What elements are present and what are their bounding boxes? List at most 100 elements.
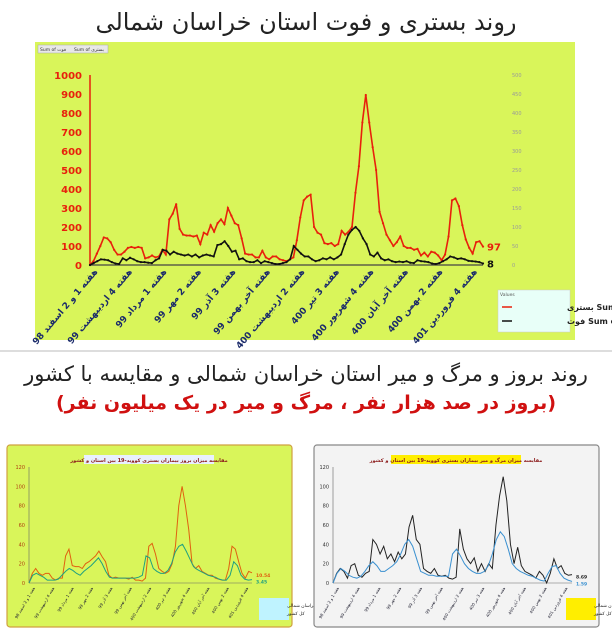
chart1-point bbox=[247, 253, 250, 256]
chart1-point bbox=[140, 246, 143, 249]
chart1-point bbox=[126, 246, 130, 249]
y2-tick-label: 450 bbox=[512, 92, 522, 98]
chart1-point bbox=[238, 258, 241, 261]
y-tick-label: 700 bbox=[61, 128, 82, 139]
y-tick-label: 400 bbox=[61, 185, 82, 196]
chart1-point bbox=[299, 252, 303, 255]
chart1-point bbox=[230, 214, 233, 217]
chart1-point bbox=[419, 254, 423, 257]
chart1-point bbox=[383, 259, 386, 262]
chart1-point bbox=[433, 251, 436, 254]
chart1-point bbox=[325, 258, 328, 261]
chart1-point bbox=[420, 260, 423, 263]
chart2-end-label: 10.54 bbox=[256, 573, 270, 579]
chart2-title-bg bbox=[84, 455, 214, 464]
chart1-point bbox=[303, 255, 306, 258]
chart1-point bbox=[230, 250, 234, 253]
chart1-point bbox=[150, 262, 153, 265]
chart1-point bbox=[209, 224, 212, 227]
chart1-point bbox=[394, 261, 397, 264]
chart1-point bbox=[109, 241, 112, 244]
chart1-point bbox=[470, 260, 474, 263]
chart1-point bbox=[139, 261, 143, 264]
chart1-point bbox=[143, 261, 146, 264]
divider bbox=[0, 350, 612, 352]
chart1-point bbox=[285, 261, 288, 264]
chart1-point bbox=[144, 257, 147, 260]
chart1-point bbox=[309, 193, 312, 196]
chart1-point bbox=[481, 245, 485, 248]
chart1-point bbox=[168, 218, 171, 221]
chart1-point bbox=[183, 254, 186, 257]
chart1-point bbox=[252, 261, 255, 264]
chart1-end-label: 8 bbox=[487, 259, 494, 270]
chart1-point bbox=[372, 255, 375, 258]
chart1-point bbox=[123, 250, 126, 253]
chart1-point bbox=[406, 246, 409, 249]
y-tick-label: 100 bbox=[61, 242, 82, 253]
chart1-point bbox=[438, 262, 441, 265]
chart1-point bbox=[460, 257, 463, 260]
chart1-point bbox=[405, 260, 408, 263]
chart1-point bbox=[332, 258, 335, 261]
legend-label: کل کشور bbox=[286, 611, 305, 617]
y-tick-label: 100 bbox=[319, 484, 329, 490]
legend-label: Sum of بستری bbox=[567, 303, 612, 312]
chart1-point bbox=[99, 258, 103, 261]
chart1-point bbox=[175, 203, 178, 206]
chart1-point bbox=[208, 254, 212, 257]
chart1-point bbox=[337, 243, 340, 246]
y-tick-label: 0 bbox=[75, 261, 82, 272]
chart2-series-line bbox=[28, 543, 253, 584]
y-tick-label: 900 bbox=[61, 90, 82, 101]
chart1-point bbox=[132, 258, 135, 261]
chart1-point bbox=[187, 253, 190, 256]
legend-label: خراسان شمالی bbox=[594, 604, 612, 609]
chart1-point bbox=[133, 246, 136, 249]
chart1-point bbox=[289, 258, 292, 261]
chart3-title: مقایسه میزان مرگ و میر بیماران بستری کوو… bbox=[369, 457, 543, 464]
chart3-series-line bbox=[332, 530, 573, 584]
chart1-point bbox=[302, 199, 305, 202]
y-tick-label: 120 bbox=[319, 465, 329, 471]
y-tick-label: 40 bbox=[19, 542, 25, 548]
y-tick-label: 20 bbox=[19, 562, 25, 568]
chart1-point bbox=[365, 243, 368, 246]
chart1-point bbox=[450, 199, 454, 202]
chart2-series-line bbox=[28, 486, 253, 584]
chart1-point bbox=[168, 253, 172, 256]
chart1-point bbox=[154, 259, 157, 262]
legend bbox=[259, 598, 289, 620]
chart1-point bbox=[136, 260, 139, 263]
chart1-point bbox=[441, 260, 445, 263]
chart1-point bbox=[237, 224, 240, 227]
chart1-point bbox=[390, 260, 394, 263]
y-tick-label: 60 bbox=[323, 523, 329, 529]
chart1-point bbox=[318, 259, 321, 262]
chart1-end-label: 97 bbox=[487, 243, 501, 254]
chart1-point bbox=[165, 249, 168, 252]
chart1-point bbox=[398, 260, 401, 263]
chart1-point bbox=[161, 248, 164, 251]
chart1-point bbox=[176, 252, 179, 255]
chart1-point bbox=[128, 256, 132, 259]
chart1-point bbox=[467, 259, 470, 262]
chart1-point bbox=[376, 251, 379, 254]
chart1-point bbox=[375, 168, 378, 172]
chart1-point bbox=[464, 238, 467, 241]
chart1-point bbox=[275, 255, 278, 258]
chart1-point bbox=[137, 245, 140, 249]
chart1-point bbox=[336, 256, 339, 259]
chart1-point bbox=[99, 244, 102, 248]
legend bbox=[566, 598, 596, 620]
chart1-point bbox=[257, 256, 261, 259]
chart1-point bbox=[278, 262, 281, 266]
y-tick-label: 1000 bbox=[54, 71, 82, 82]
chart1-point bbox=[114, 262, 117, 265]
y-tick-label: 40 bbox=[323, 542, 329, 548]
chart1-point bbox=[194, 253, 197, 256]
chart1-point bbox=[388, 239, 392, 242]
chart1-point bbox=[478, 240, 481, 243]
filter-buttons bbox=[37, 44, 109, 54]
chart1-point bbox=[478, 261, 481, 264]
